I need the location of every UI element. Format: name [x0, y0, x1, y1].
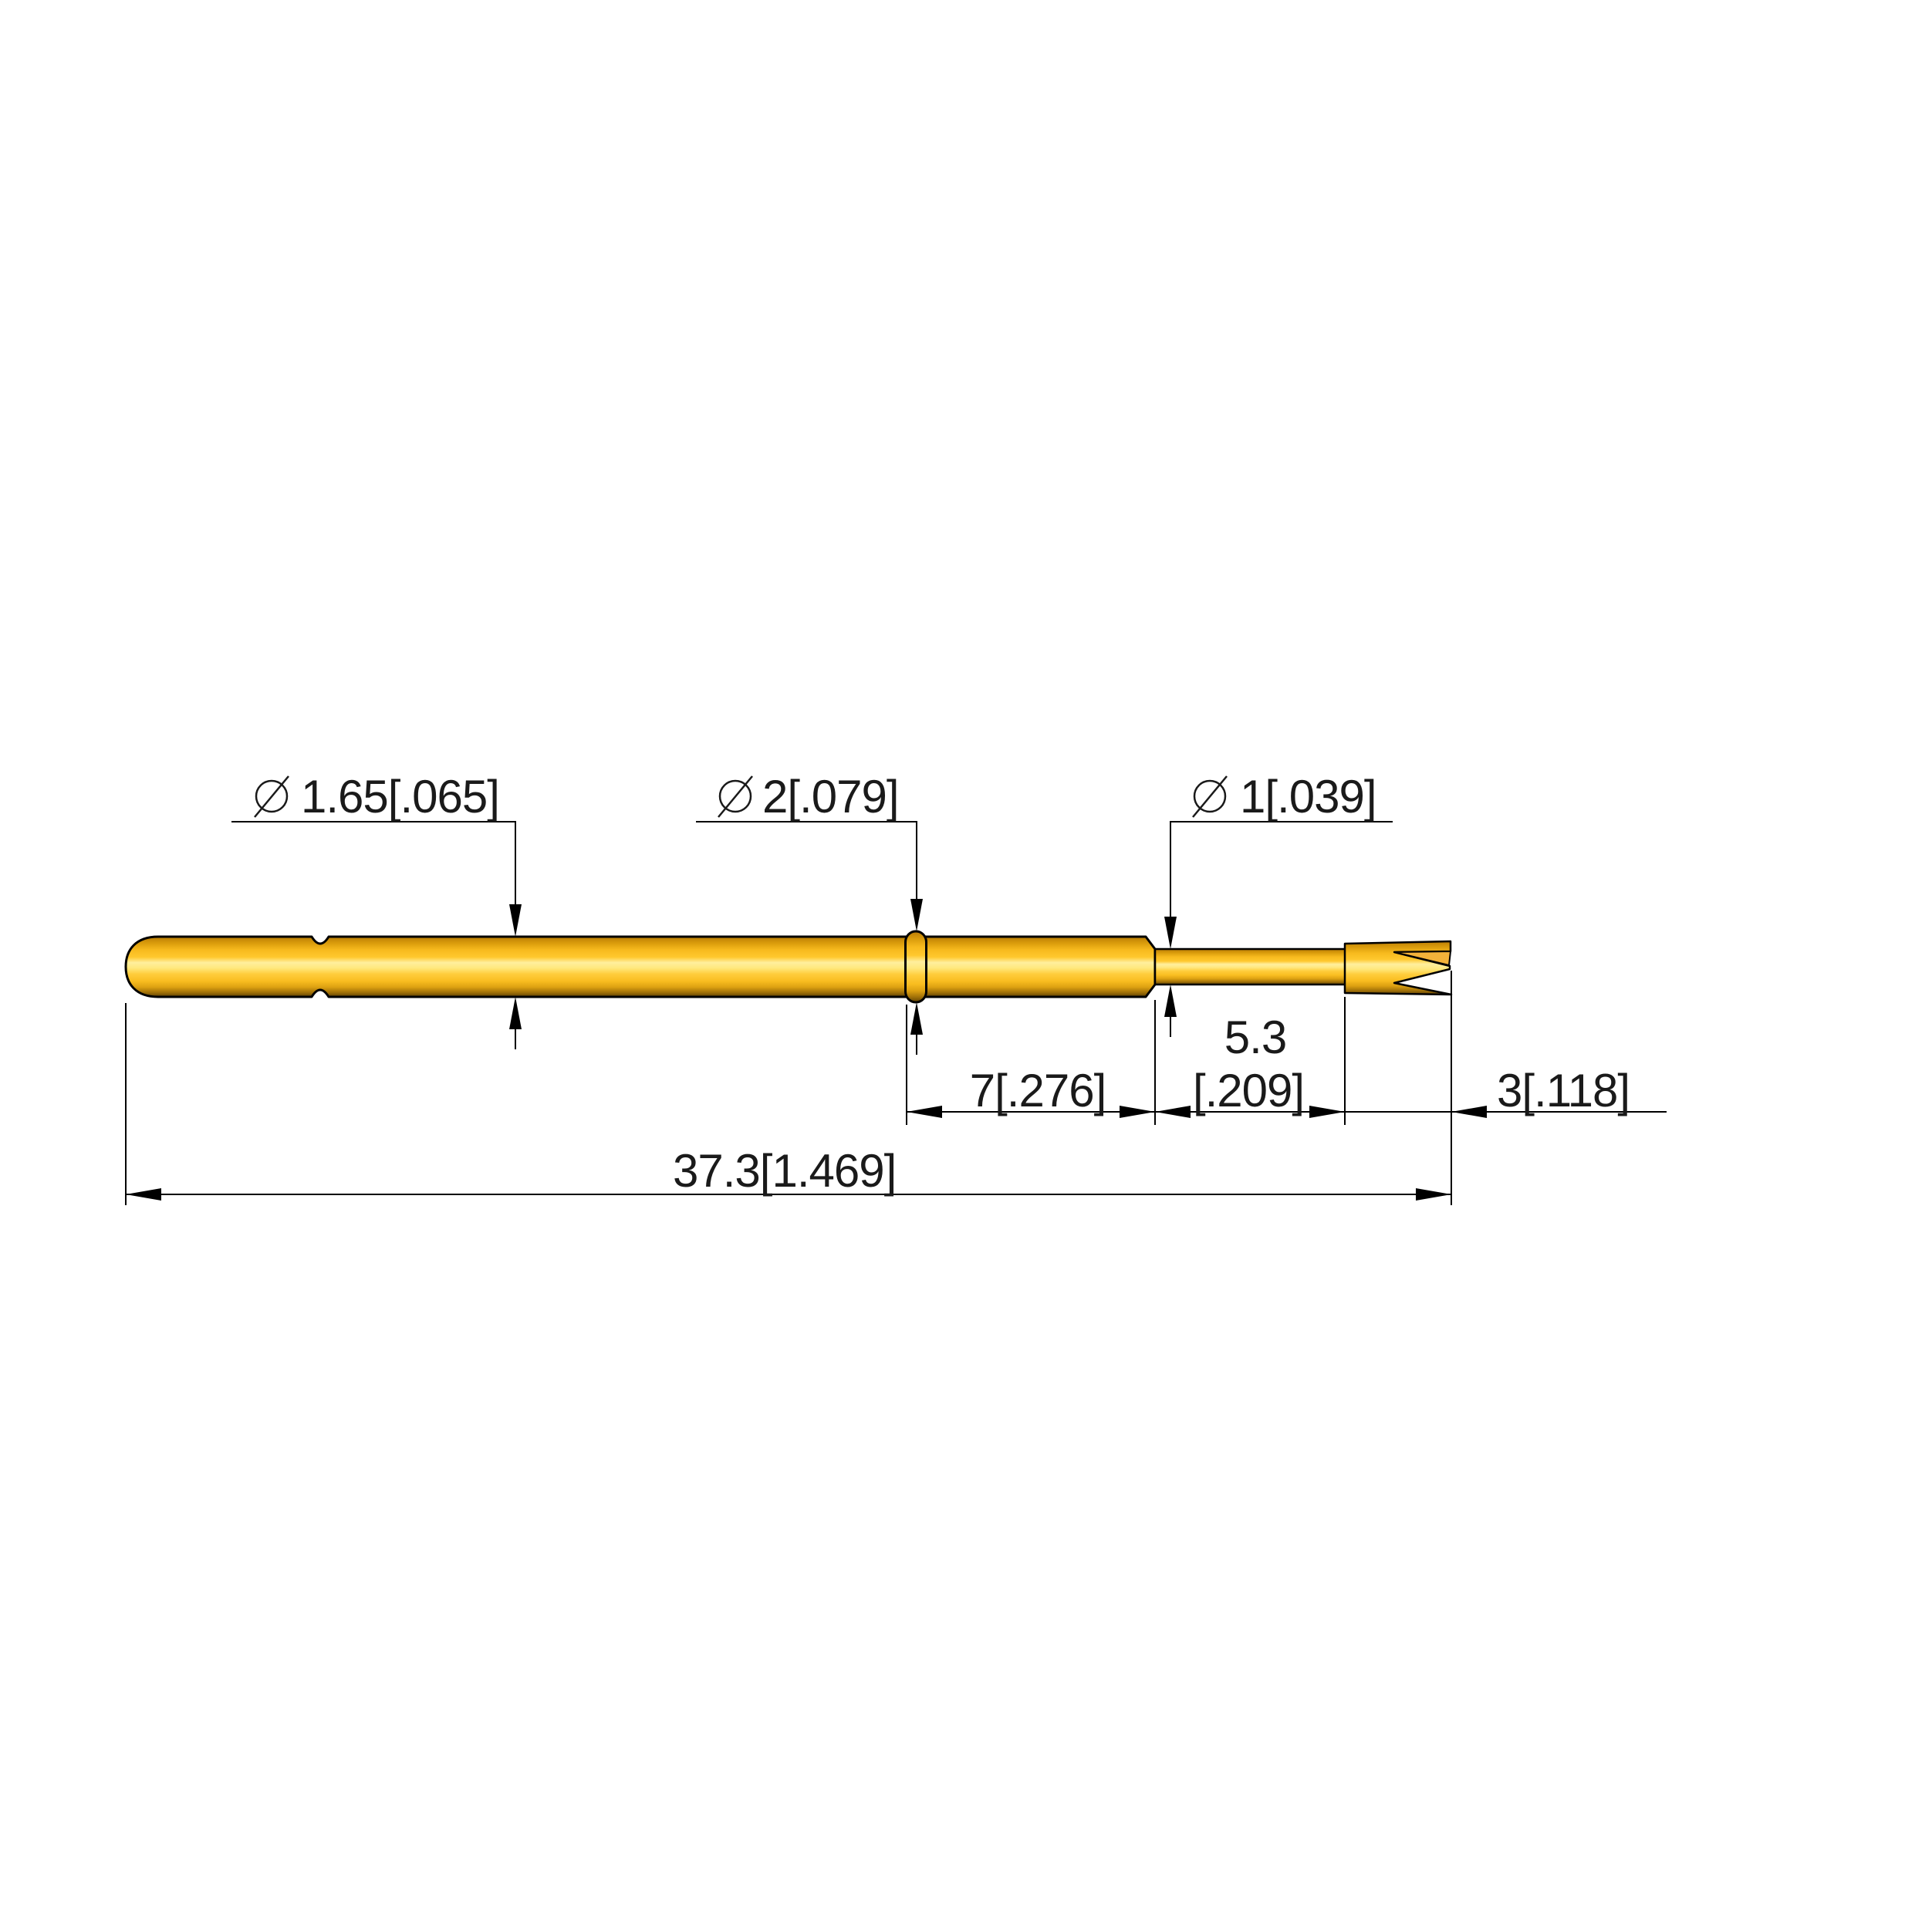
label-ring-diameter: 2[.079] [762, 771, 899, 822]
arrowheads [126, 899, 1487, 1201]
diameter-circle-ring [718, 779, 752, 813]
diameter-symbol-icon-shank [254, 775, 289, 818]
arrow-plunger-top [1164, 917, 1177, 949]
leader-shank-dia [231, 821, 516, 904]
label-plunger-diameter: 1[.039] [1240, 771, 1376, 822]
arrow-overall-right [1416, 1188, 1451, 1201]
leader-ring-dia [696, 821, 917, 899]
pin-crown-upper-face [1393, 951, 1451, 966]
arrow-3-outside [1451, 1106, 1487, 1118]
pin-barrel [124, 935, 1157, 998]
label-overall-length: 37.3[1.469] [673, 1145, 896, 1197]
probe-body [124, 930, 1453, 1004]
arrow-7-left [907, 1106, 942, 1118]
arrow-shank-top [509, 904, 522, 937]
arrow-ring-bottom [910, 1002, 923, 1035]
arrow-53-right [1309, 1106, 1345, 1118]
pin-crown-tip [1343, 940, 1453, 996]
pin-plunger-shaft [1153, 947, 1348, 986]
arrow-7-right [1120, 1106, 1155, 1118]
extension-lines [125, 971, 1452, 1205]
dimension-labels: 1.65[.065] 2[.079] 1[.039] 7[.276] 5.3 [… [301, 771, 1630, 1197]
diameter-circle-plunger [1193, 779, 1227, 813]
arrow-plunger-bottom [1164, 985, 1177, 1017]
arrow-overall-left [126, 1188, 161, 1201]
diameter-symbol-icon-plunger [1192, 775, 1228, 818]
diameter-symbols [254, 775, 1228, 818]
diameter-slash-plunger [1192, 775, 1228, 818]
label-plunger-length-mm: 5.3 [1224, 1012, 1286, 1063]
diameter-circle-shank [255, 779, 289, 813]
leader-lines [231, 821, 1393, 1055]
label-ring-to-shoulder: 7[.276] [970, 1065, 1106, 1116]
label-shank-diameter: 1.65[.065] [301, 771, 499, 822]
arrow-shank-bottom [509, 997, 522, 1029]
dimension-lines [126, 1111, 1667, 1195]
label-plunger-length-in: [.209] [1193, 1065, 1304, 1116]
pin-ring-flange [904, 930, 927, 1004]
diameter-symbol-icon-ring [718, 775, 753, 818]
label-tip-length: 3[.118] [1497, 1065, 1630, 1116]
diameter-slash-shank [254, 775, 289, 818]
diameter-slash-ring [718, 775, 753, 818]
arrow-53-left [1155, 1106, 1191, 1118]
arrow-ring-top [910, 899, 923, 931]
leader-plunger-dia [1170, 821, 1393, 917]
